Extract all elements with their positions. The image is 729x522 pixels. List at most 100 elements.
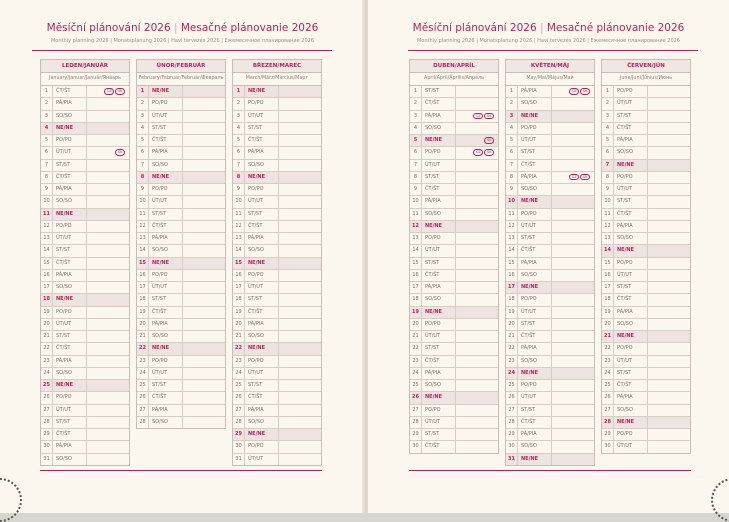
note-area[interactable]	[87, 135, 129, 146]
note-area[interactable]	[648, 392, 690, 403]
note-area[interactable]	[279, 209, 321, 220]
day-row[interactable]: 21 ČT/ŠT	[506, 331, 594, 344]
note-area[interactable]	[183, 392, 225, 403]
note-area[interactable]	[456, 392, 498, 403]
note-area[interactable]	[552, 233, 594, 244]
note-area[interactable]	[648, 196, 690, 207]
day-row[interactable]: 27 PO/PO	[410, 404, 498, 417]
day-row[interactable]: 13 SO/SO	[602, 233, 690, 246]
day-row[interactable]: 28 SO/SO	[233, 416, 321, 429]
note-area[interactable]	[456, 417, 498, 428]
note-area[interactable]	[552, 184, 594, 195]
day-row[interactable]: 31 SO/SO	[41, 453, 129, 465]
day-row[interactable]: 16 PO/PO	[233, 269, 321, 282]
day-row[interactable]: 25 PO/PO	[506, 380, 594, 393]
day-row[interactable]: 2 ÚT/UT	[602, 98, 690, 111]
note-area[interactable]	[552, 135, 594, 146]
day-row[interactable]: 8 NE/NE	[233, 171, 321, 184]
note-area[interactable]	[183, 221, 225, 232]
day-row[interactable]: 6 SO/SO	[602, 147, 690, 160]
note-area[interactable]	[279, 417, 321, 428]
note-area[interactable]	[183, 356, 225, 367]
day-row[interactable]: 13 ST/ST	[506, 233, 594, 246]
note-area[interactable]	[552, 454, 594, 465]
note-area[interactable]	[87, 258, 129, 269]
note-area[interactable]	[456, 343, 498, 354]
note-area[interactable]	[456, 196, 498, 207]
day-row[interactable]: 17 ÚT/UT	[137, 282, 225, 295]
day-row[interactable]: 15 PO/PO	[602, 257, 690, 270]
note-area[interactable]	[87, 221, 129, 232]
day-row[interactable]: 6 PÁ/PIA	[233, 147, 321, 160]
note-area[interactable]	[456, 405, 498, 416]
note-area[interactable]	[87, 380, 129, 391]
day-row[interactable]: 1 ST/ST	[410, 86, 498, 99]
day-row[interactable]: 2 PO/PO	[137, 98, 225, 111]
note-area[interactable]	[279, 233, 321, 244]
day-row[interactable]: 24 SO/SO	[41, 367, 129, 380]
day-row[interactable]: 4 ČT/ŠT	[602, 122, 690, 135]
day-row[interactable]: 22 ST/ST	[410, 343, 498, 356]
day-row[interactable]: 23 ČT/ŠT	[410, 355, 498, 368]
note-area[interactable]	[552, 441, 594, 452]
day-row[interactable]: 29 ČT/ŠT	[41, 429, 129, 442]
note-area[interactable]	[279, 160, 321, 171]
day-row[interactable]: 5 NE/NE SK	[410, 135, 498, 148]
day-row[interactable]: 18 ST/ST	[233, 294, 321, 307]
note-area[interactable]	[456, 307, 498, 318]
note-area[interactable]	[183, 123, 225, 134]
note-area[interactable]	[183, 147, 225, 158]
day-row[interactable]: 21 ÚT/UT	[410, 331, 498, 344]
day-row[interactable]: 8 PÁ/PIA CZ SK	[506, 171, 594, 184]
day-row[interactable]: 12 ČT/ŠT	[137, 220, 225, 233]
day-row[interactable]: 25 ST/ST	[233, 380, 321, 393]
day-row[interactable]: 27 PÁ/PIA	[233, 404, 321, 417]
note-area[interactable]	[87, 454, 129, 465]
day-row[interactable]: 3 PÁ/PIA CZ SK	[410, 110, 498, 123]
day-row[interactable]: 12 NE/NE	[410, 220, 498, 233]
day-row[interactable]: 16 ÚT/UT	[602, 269, 690, 282]
note-area[interactable]	[456, 429, 498, 440]
day-row[interactable]: 12 ČT/ŠT	[233, 220, 321, 233]
note-area[interactable]	[552, 221, 594, 232]
note-area[interactable]	[279, 392, 321, 403]
day-row[interactable]: 5 ÚT/UT	[506, 135, 594, 148]
day-row[interactable]: 4 PO/PO	[506, 122, 594, 135]
note-area[interactable]	[552, 196, 594, 207]
note-area[interactable]	[183, 282, 225, 293]
note-area[interactable]	[87, 196, 129, 207]
day-row[interactable]: 23 PÁ/PIA	[41, 355, 129, 368]
note-area[interactable]	[552, 123, 594, 134]
day-row[interactable]: 18 NE/NE	[41, 294, 129, 307]
note-area[interactable]	[456, 245, 498, 256]
note-area[interactable]	[552, 98, 594, 109]
day-row[interactable]: 11 ČT/ŠT	[602, 208, 690, 221]
day-row[interactable]: 17 ÚT/UT	[233, 282, 321, 295]
note-area[interactable]	[648, 368, 690, 379]
note-area[interactable]	[279, 270, 321, 281]
day-row[interactable]: 1 PÁ/PIA CZ SK	[506, 86, 594, 99]
note-area[interactable]	[279, 258, 321, 269]
day-row[interactable]: 13 ÚT/UT	[41, 233, 129, 246]
note-area[interactable]	[552, 294, 594, 305]
note-area[interactable]	[648, 209, 690, 220]
note-area[interactable]	[279, 294, 321, 305]
day-row[interactable]: 6 PO/PO CZ SK	[410, 147, 498, 160]
note-area[interactable]	[279, 196, 321, 207]
note-area[interactable]	[183, 307, 225, 318]
day-row[interactable]: 10 ST/ST	[602, 196, 690, 209]
day-row[interactable]: 18 SO/SO	[410, 294, 498, 307]
day-row[interactable]: 4 ST/ST	[137, 122, 225, 135]
day-row[interactable]: 29 PO/PO	[602, 429, 690, 442]
note-area[interactable]	[279, 245, 321, 256]
day-row[interactable]: 14 ST/ST	[41, 245, 129, 258]
day-row[interactable]: 12 ÚT/UT	[506, 220, 594, 233]
note-area[interactable]	[183, 86, 225, 97]
note-area[interactable]	[87, 172, 129, 183]
day-row[interactable]: 30 ÚT/UT	[602, 441, 690, 453]
day-row[interactable]: 31 NE/NE	[506, 453, 594, 465]
day-row[interactable]: 19 PO/PO	[41, 306, 129, 319]
note-area[interactable]	[552, 270, 594, 281]
note-area[interactable]	[87, 123, 129, 134]
day-row[interactable]: 20 ST/ST	[506, 318, 594, 331]
